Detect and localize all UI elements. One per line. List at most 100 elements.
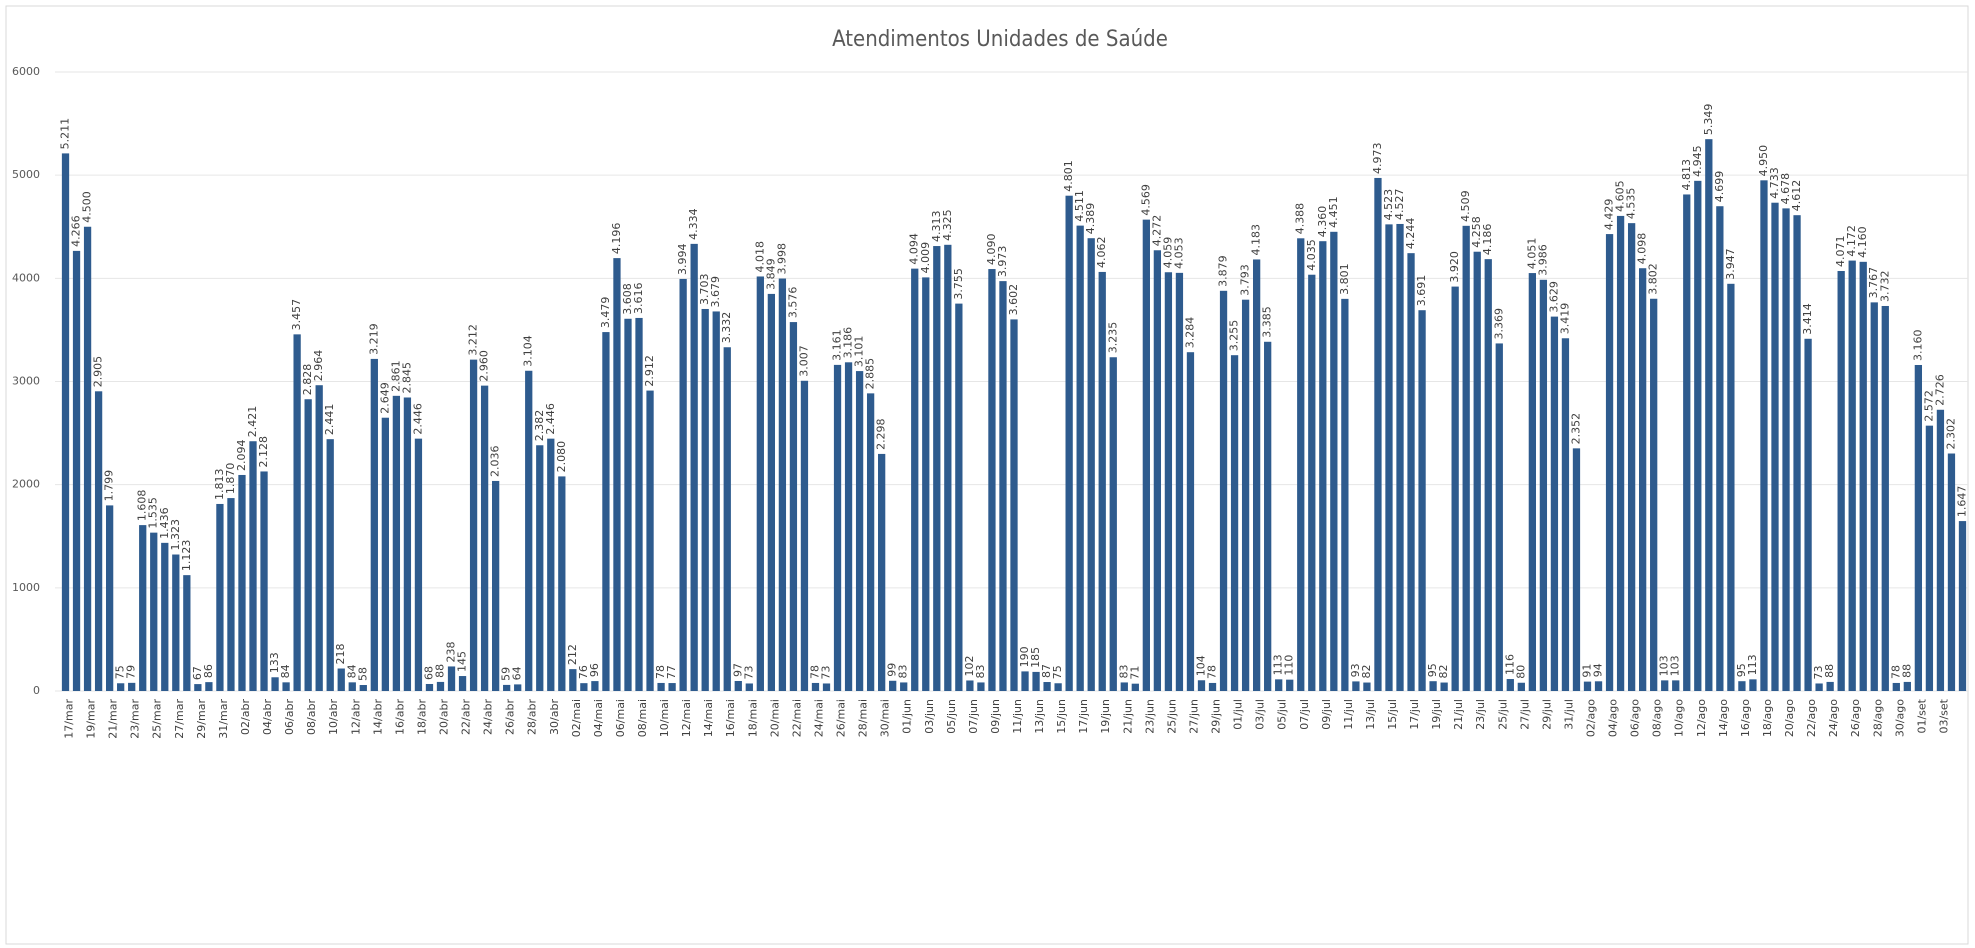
bar: [271, 677, 279, 691]
bar: [1208, 682, 1217, 691]
value-label: 4.094: [908, 233, 921, 265]
value-label: 3.385: [1261, 306, 1274, 338]
x-tick-label: 24/ago: [1827, 699, 1840, 737]
x-tick-label: 03/jun: [923, 699, 936, 734]
x-tick-label: 28/mai: [857, 699, 870, 737]
x-tick-label: 17/jun: [1077, 699, 1090, 734]
value-label: 113: [1272, 654, 1285, 675]
value-label: 2.352: [1569, 413, 1582, 445]
x-tick-label: 18/ago: [1761, 699, 1774, 737]
value-label: 4.018: [753, 241, 766, 273]
bar: [988, 269, 996, 691]
value-label: 104: [1194, 655, 1207, 676]
value-label: 4.801: [1062, 160, 1075, 192]
value-label: 3.186: [842, 327, 855, 359]
bar: [304, 399, 312, 691]
value-label: 58: [356, 667, 369, 681]
bar: [183, 575, 191, 691]
bar: [1374, 177, 1382, 692]
x-tick-label: 31/mar: [217, 699, 230, 739]
bar: [1793, 215, 1801, 692]
value-label: 3.755: [952, 268, 965, 300]
value-label: 4.186: [1481, 224, 1494, 256]
x-tick-label: 01/jul: [1232, 699, 1245, 730]
value-label: 3.973: [996, 246, 1009, 278]
bar: [282, 682, 290, 691]
value-label: 2.726: [1933, 374, 1946, 406]
bar: [326, 439, 334, 691]
bar: [1043, 682, 1051, 691]
value-label: 68: [422, 666, 435, 680]
x-tick-label: 14/ago: [1717, 699, 1730, 737]
value-label: 5.211: [59, 118, 72, 150]
value-label: 110: [1283, 655, 1296, 676]
bar: [370, 358, 378, 691]
value-label: 83: [974, 664, 987, 678]
bar: [392, 395, 401, 691]
bar: [977, 682, 985, 691]
value-label: 3.879: [1217, 255, 1230, 287]
x-tick-label: 13/jul: [1364, 699, 1377, 730]
value-label: 3.608: [621, 283, 634, 315]
bar: [1782, 208, 1790, 691]
x-tick-label: 02/mai: [570, 699, 583, 737]
value-label: 3.161: [831, 329, 844, 361]
y-tick-label: 1000: [12, 581, 40, 594]
value-label: 75: [1051, 665, 1064, 679]
x-tick-label: 24/abr: [482, 699, 495, 735]
value-label: 103: [1658, 655, 1671, 676]
value-label: 73: [742, 665, 755, 679]
value-label: 3.703: [698, 273, 711, 305]
bar: [602, 332, 610, 691]
bar: [117, 683, 125, 691]
x-tick-label: 29/jun: [1210, 699, 1223, 734]
value-label: 4.605: [1614, 180, 1627, 212]
value-label: 1.870: [224, 463, 237, 495]
bar: [1308, 274, 1316, 691]
value-label: 91: [1581, 664, 1594, 678]
value-label: 103: [1669, 655, 1682, 676]
bar: [1440, 682, 1448, 691]
value-label: 4.059: [1161, 237, 1174, 269]
bar: [878, 453, 886, 691]
x-tick-label: 21/mar: [107, 699, 120, 739]
value-label: 3.616: [632, 282, 645, 314]
value-label: 218: [334, 644, 347, 665]
bar: [1936, 409, 1945, 691]
x-tick-label: 06/ago: [1629, 699, 1642, 737]
bar: [1528, 273, 1536, 691]
value-label: 3.101: [853, 336, 866, 368]
value-label: 4.733: [1768, 167, 1781, 199]
value-label: 4.071: [1834, 236, 1847, 268]
value-label: 4.509: [1459, 190, 1472, 222]
bar: [1363, 682, 1371, 691]
value-label: 82: [1360, 665, 1373, 679]
value-label: 3.920: [1448, 251, 1461, 283]
bar: [955, 303, 963, 691]
value-label: 4.183: [1250, 224, 1263, 256]
x-tick-label: 03/set: [1937, 698, 1950, 733]
bar: [1605, 234, 1614, 691]
bar: [1297, 238, 1305, 691]
value-label: 3.802: [1647, 263, 1660, 295]
value-label: 2.446: [544, 403, 557, 435]
bar: [536, 445, 544, 691]
bar: [1385, 224, 1393, 691]
x-tick-label: 19/mar: [85, 699, 98, 739]
x-tick-label: 07/jul: [1298, 699, 1311, 730]
value-label: 3.986: [1536, 244, 1549, 276]
bar: [900, 682, 908, 691]
bar: [1264, 341, 1272, 691]
value-label: 4.035: [1305, 239, 1318, 271]
x-tick-label: 16/mai: [724, 699, 737, 737]
y-tick-label: 6000: [12, 65, 40, 78]
value-label: 1.123: [180, 540, 193, 572]
x-tick-label: 05/jun: [945, 699, 958, 734]
value-label: 3.479: [599, 297, 612, 329]
x-tick-label: 26/mai: [835, 699, 848, 737]
bar: [1010, 319, 1018, 691]
bar: [1054, 683, 1062, 691]
x-tick-label: 02/abr: [239, 699, 252, 735]
bar: [1903, 681, 1911, 691]
